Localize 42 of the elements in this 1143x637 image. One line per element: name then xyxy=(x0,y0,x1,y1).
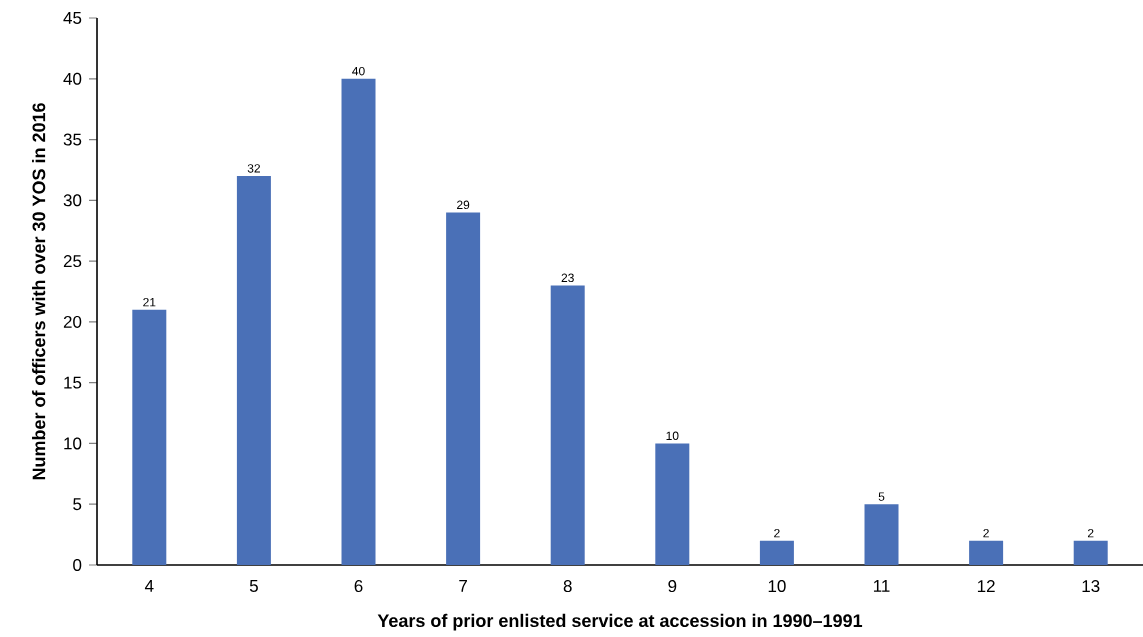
bar xyxy=(132,309,167,565)
data-label: 21 xyxy=(143,297,156,307)
x-tick-label: 10 xyxy=(768,580,786,593)
y-tick-label: 35 xyxy=(63,133,82,146)
x-tick-label: 9 xyxy=(668,580,677,593)
data-label: 40 xyxy=(352,66,365,76)
x-axis-title: Years of prior enlisted service at accession in 1990–1991 xyxy=(377,613,863,631)
x-tick-label: 12 xyxy=(977,580,995,592)
x-tick-label: 7 xyxy=(459,580,467,592)
bar xyxy=(446,212,481,565)
data-label: 29 xyxy=(457,200,470,210)
y-tick-label: 5 xyxy=(73,498,82,511)
x-tick-label: 8 xyxy=(563,580,572,593)
bar xyxy=(969,540,1004,565)
data-label: 32 xyxy=(247,164,260,173)
y-tick-label: 0 xyxy=(73,559,82,572)
y-tick-label: 20 xyxy=(63,315,82,328)
bar xyxy=(550,285,585,565)
x-tick-label: 5 xyxy=(249,580,258,592)
data-label: 10 xyxy=(666,431,679,441)
bar xyxy=(341,78,376,565)
y-tick-label: 40 xyxy=(63,72,82,85)
bar xyxy=(864,504,899,565)
data-label: 2 xyxy=(983,528,989,538)
x-tick-label: 13 xyxy=(1082,580,1100,593)
x-tick-label: 4 xyxy=(144,580,154,592)
y-tick-label: 30 xyxy=(63,194,82,207)
y-tick-label: 15 xyxy=(64,376,82,389)
data-label: 2 xyxy=(1087,528,1094,538)
data-label: 23 xyxy=(561,273,574,283)
x-tick-label: 11 xyxy=(873,580,890,592)
y-tick-label: 25 xyxy=(63,255,82,268)
x-tick-label: 6 xyxy=(354,580,363,593)
bar xyxy=(236,176,271,565)
y-axis-title: Number of officers with over 30 YOS in 2016 xyxy=(32,103,46,480)
data-label: 2 xyxy=(774,528,780,538)
bar xyxy=(1073,540,1108,565)
y-tick-label: 10 xyxy=(64,437,82,450)
data-label: 5 xyxy=(878,492,885,501)
bar xyxy=(655,443,690,565)
y-tick-label: 45 xyxy=(63,12,82,24)
bar xyxy=(759,540,794,565)
